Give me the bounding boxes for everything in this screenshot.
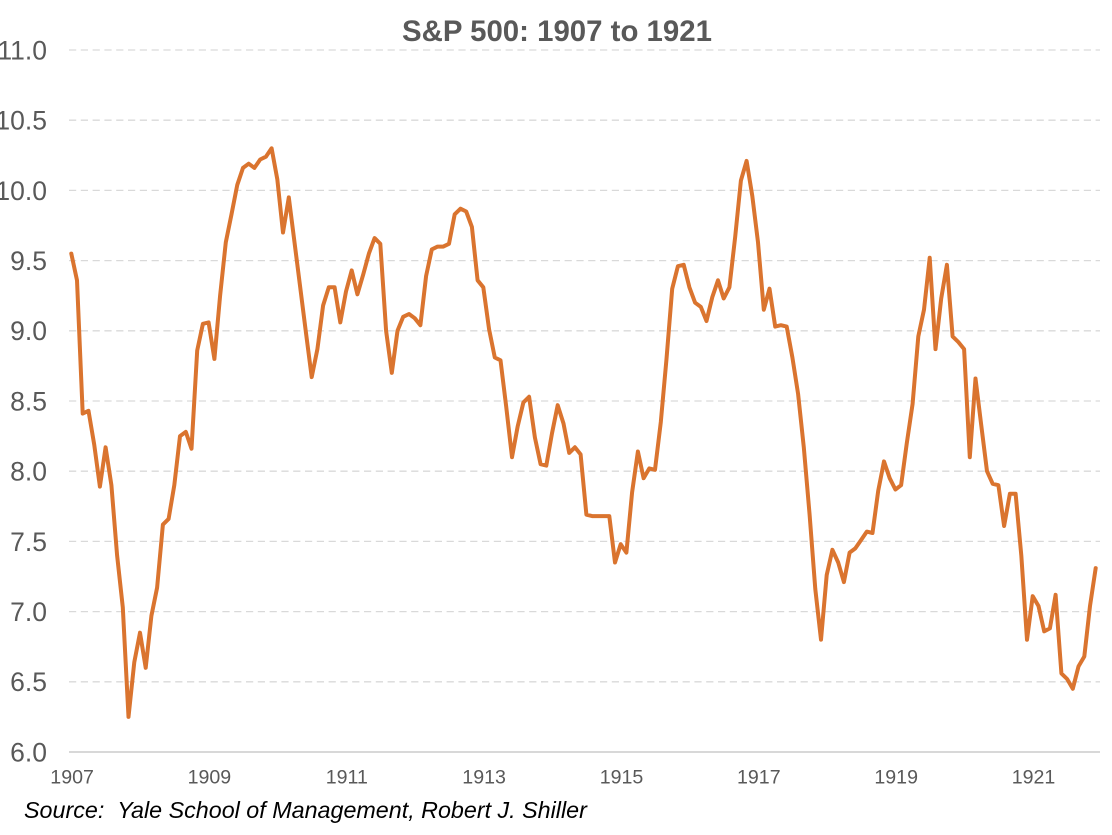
svg-text:9.5: 9.5 <box>10 246 47 276</box>
svg-text:Source: Yale School of Manage: Source: Yale School of Management, Rober… <box>24 797 588 823</box>
svg-text:6.0: 6.0 <box>10 737 47 767</box>
svg-text:10.0: 10.0 <box>0 176 47 206</box>
svg-text:9.0: 9.0 <box>10 316 47 346</box>
svg-text:8.5: 8.5 <box>10 386 47 416</box>
svg-text:7.5: 7.5 <box>10 527 47 557</box>
svg-text:1915: 1915 <box>600 767 644 789</box>
svg-text:1909: 1909 <box>188 767 232 789</box>
svg-text:1911: 1911 <box>326 767 368 789</box>
svg-text:10.5: 10.5 <box>0 106 47 136</box>
svg-text:1917: 1917 <box>737 767 781 789</box>
svg-text:8.0: 8.0 <box>10 457 47 487</box>
svg-text:11.0: 11.0 <box>0 35 47 65</box>
svg-text:1913: 1913 <box>462 767 506 789</box>
svg-text:1907: 1907 <box>50 767 94 789</box>
svg-text:7.0: 7.0 <box>10 597 47 627</box>
svg-text:6.5: 6.5 <box>10 667 47 697</box>
svg-text:1921: 1921 <box>1012 767 1056 789</box>
svg-text:S&P 500: 1907 to 1921: S&P 500: 1907 to 1921 <box>402 15 712 48</box>
svg-text:1919: 1919 <box>874 767 918 789</box>
